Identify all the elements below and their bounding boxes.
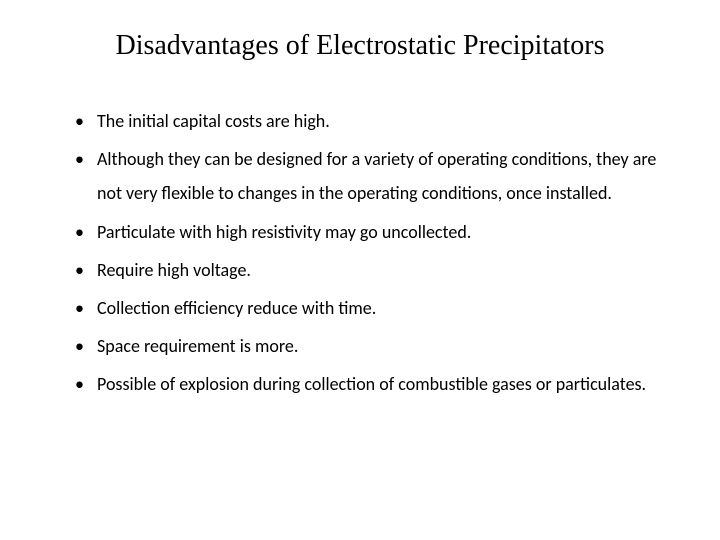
- list-item: Possible of explosion during collection …: [75, 367, 665, 401]
- list-item: Collection efficiency reduce with time.: [75, 291, 665, 325]
- bullet-list: The initial capital costs are high. Alth…: [55, 104, 665, 402]
- list-item: The initial capital costs are high.: [75, 104, 665, 138]
- slide-title: Disadvantages of Electrostatic Precipita…: [55, 30, 665, 62]
- list-item: Although they can be designed for a vari…: [75, 142, 665, 210]
- list-item: Require high voltage.: [75, 253, 665, 287]
- list-item: Space requirement is more.: [75, 329, 665, 363]
- list-item: Particulate with high resistivity may go…: [75, 215, 665, 249]
